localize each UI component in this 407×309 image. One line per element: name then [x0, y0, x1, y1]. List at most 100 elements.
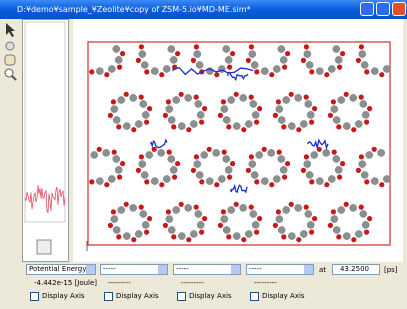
- oxygen-atom: [356, 58, 361, 63]
- oxygen-atom: [144, 69, 149, 74]
- silicon-atom: [359, 161, 366, 168]
- silicon-atom: [115, 56, 122, 63]
- minimize-button[interactable]: [360, 2, 374, 16]
- silicon-atom: [306, 61, 313, 68]
- oxygen-atom: [241, 237, 246, 242]
- oxygen-atom: [227, 65, 232, 70]
- silicon-atom: [233, 123, 240, 130]
- time-field[interactable]: 43.2500: [332, 264, 380, 275]
- oxygen-atom: [131, 127, 136, 132]
- silicon-atom: [178, 233, 185, 240]
- guest-molecule: [173, 68, 253, 75]
- dropdown[interactable]: -----: [100, 264, 168, 275]
- oxygen-atom: [214, 182, 219, 187]
- oxygen-atom: [289, 92, 294, 97]
- silicon-atom: [333, 116, 340, 123]
- oxygen-atom: [340, 51, 345, 56]
- guest-molecule: [231, 185, 247, 192]
- checkbox[interactable]: [104, 292, 113, 301]
- oxygen-atom: [328, 223, 333, 228]
- oxygen-atom: [282, 65, 287, 70]
- silicon-atom: [178, 123, 185, 130]
- oxygen-atom: [202, 106, 207, 111]
- oxygen-atom: [351, 127, 356, 132]
- silicon-atom: [304, 161, 311, 168]
- oxygen-atom: [364, 179, 369, 184]
- silicon-atom: [316, 68, 323, 75]
- zoom-tool[interactable]: [5, 69, 13, 77]
- oxygen-atom: [108, 113, 113, 118]
- oxygen-atom: [282, 175, 287, 180]
- oxygen-atom: [336, 124, 341, 129]
- oxygen-atom: [249, 44, 254, 49]
- oxygen-atom: [344, 202, 349, 207]
- silicon-atom: [323, 149, 330, 156]
- checkbox[interactable]: [30, 292, 39, 301]
- oxygen-atom: [331, 99, 336, 104]
- oxygen-atom: [254, 69, 259, 74]
- silicon-atom: [256, 151, 263, 158]
- control-panel: Potential Energy-4.442e-15 [Joule]Displa…: [0, 262, 407, 309]
- checkbox[interactable]: [250, 292, 259, 301]
- silicon-atom: [151, 178, 158, 185]
- silicon-atom: [378, 149, 385, 156]
- oxygen-atom: [163, 223, 168, 228]
- silicon-atom: [268, 149, 275, 156]
- oxygen-atom: [221, 99, 226, 104]
- maximize-button[interactable]: [376, 2, 390, 16]
- silicon-atom: [135, 120, 142, 127]
- dropdown-arrow[interactable]: [231, 265, 240, 274]
- hand-tool[interactable]: [5, 55, 15, 65]
- silicon-atom: [280, 166, 287, 173]
- rotate-tool[interactable]: [6, 42, 14, 50]
- silicon-atom: [343, 233, 350, 240]
- oxygen-atom: [324, 182, 329, 187]
- silicon-atom: [338, 206, 345, 213]
- checkbox[interactable]: [177, 292, 186, 301]
- silicon-atom: [245, 120, 252, 127]
- silicon-atom: [140, 100, 147, 107]
- silicon-atom: [245, 230, 252, 237]
- silicon-atom: [307, 111, 314, 118]
- readout: ---------: [254, 279, 277, 287]
- oxygen-atom: [222, 150, 227, 155]
- silicon-atom: [197, 221, 204, 228]
- silicon-atom: [163, 175, 170, 182]
- dropdown-arrow[interactable]: [86, 265, 95, 274]
- silicon-atom: [173, 206, 180, 213]
- dropdown-arrow[interactable]: [304, 265, 313, 274]
- silicon-atom: [194, 51, 201, 58]
- oxygen-atom: [331, 209, 336, 214]
- silicon-atom: [273, 175, 280, 182]
- silicon-atom: [190, 120, 197, 127]
- oxygen-atom: [254, 230, 259, 235]
- oxygen-atom: [167, 150, 172, 155]
- oxygen-atom: [194, 154, 199, 159]
- oxygen-atom: [116, 124, 121, 129]
- oxygen-atom: [171, 234, 176, 239]
- oxygen-atom: [257, 216, 262, 221]
- silicon-atom: [251, 171, 258, 178]
- silicon-atom: [96, 178, 103, 185]
- dropdown[interactable]: Potential Energy: [26, 264, 96, 275]
- oxygen-atom: [324, 72, 329, 77]
- close-button[interactable]: [392, 2, 406, 16]
- pointer-tool[interactable]: [6, 23, 15, 37]
- oxygen-atom: [147, 106, 152, 111]
- dropdown-arrow[interactable]: [158, 265, 167, 274]
- silicon-atom: [158, 149, 165, 156]
- dropdown[interactable]: -----: [173, 264, 241, 275]
- oxygen-atom: [304, 154, 309, 159]
- oxygen-atom: [139, 95, 144, 100]
- oxygen-atom: [221, 209, 226, 214]
- dropdown[interactable]: -----: [246, 264, 314, 275]
- graph-button[interactable]: [37, 240, 51, 254]
- oxygen-atom: [136, 58, 141, 63]
- energy-graph: [22, 19, 69, 262]
- oxygen-atom: [277, 150, 282, 155]
- oxygen-atom: [304, 95, 309, 100]
- silicon-atom: [142, 111, 149, 118]
- oxygen-atom: [194, 95, 199, 100]
- oxygen-atom: [372, 147, 377, 152]
- silicon-atom: [278, 116, 285, 123]
